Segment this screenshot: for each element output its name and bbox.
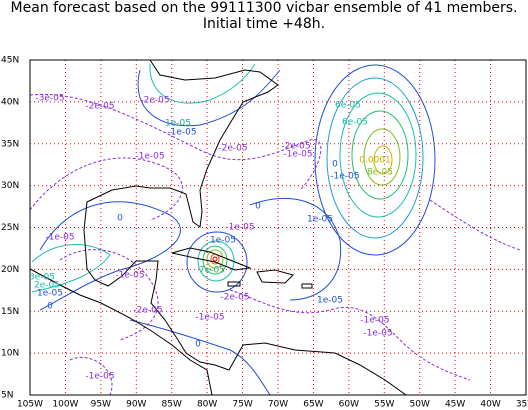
coastline (83, 59, 407, 396)
y-tick-label: 5N (1, 391, 13, 401)
contour (212, 256, 218, 262)
contour-label: -1e-05 (195, 313, 224, 323)
coastlines (29, 59, 407, 396)
x-tick-label: 75W (232, 400, 252, 410)
contour-label: 8e-05 (367, 168, 393, 178)
contour-label: 1e-05 (210, 236, 236, 246)
x-tick-label: 45W (445, 400, 465, 410)
contour (29, 157, 183, 221)
contour (197, 240, 235, 282)
contour-label: -1e-05 (283, 150, 312, 160)
contour-label: -2e-05 (140, 96, 169, 106)
x-tick-label: 80W (197, 400, 217, 410)
grid (30, 60, 526, 395)
frame (29, 59, 527, 396)
contour (149, 63, 256, 104)
contour-label: -1e-05 (85, 372, 114, 382)
contour-label: -1e-05 (115, 271, 144, 281)
contour-label: -1e-05 (45, 233, 74, 243)
coastline (301, 283, 313, 289)
contour (206, 249, 224, 269)
contour-label: -1e-05 (363, 329, 392, 339)
contour (29, 93, 322, 191)
contour (351, 110, 409, 200)
title: Mean forecast based on the 99111300 vicb… (11, 0, 518, 16)
contour (229, 289, 471, 381)
contour-label: 2e-05 (34, 281, 60, 291)
contour (326, 77, 424, 239)
contour-label: 1e-05 (165, 119, 191, 129)
x-tick-label: 100W (52, 400, 78, 410)
contour (429, 199, 521, 251)
contour (363, 128, 401, 186)
x-tick-label: 95W (91, 400, 111, 410)
x-tick-label: 50W (410, 400, 430, 410)
contour-label: -3e-05 (35, 94, 64, 104)
y-tick-label: 35N (1, 139, 19, 149)
contour-label: 1e-05 (307, 215, 333, 225)
contour-label: 0 (332, 160, 338, 170)
coastline (256, 269, 294, 284)
y-tick-label: 15N (1, 307, 19, 317)
contour (186, 231, 248, 293)
contour-label: -1e-05 (225, 223, 254, 233)
contours (29, 63, 521, 396)
contour (137, 69, 281, 127)
subtitle: Initial time +48h. (203, 16, 325, 32)
contour (314, 64, 436, 256)
x-tick-label: 55W (374, 400, 394, 410)
contour-label: 3e-05 (29, 273, 55, 283)
contour-label: -2e-05 (133, 306, 162, 316)
contour-labels: -3e-05-2e-05-2e-051e-05-1e-05-2e-05-1e-0… (29, 94, 393, 382)
contour (39, 201, 181, 311)
contour-label: -1e-05 (360, 316, 389, 326)
y-tick-label: 40N (1, 97, 19, 107)
x-tick-label: 60W (339, 400, 359, 410)
contour-label: 7e-05 (199, 266, 225, 276)
contour-label: -2e-05 (85, 102, 114, 112)
contour-label: -1e-05 (330, 172, 359, 182)
contour-label: 6e-05 (342, 118, 368, 128)
y-tick-label: 10N (1, 349, 19, 359)
x-tick-label: 105W (17, 400, 43, 410)
y-tick-label: 30N (1, 181, 19, 191)
coastline (171, 247, 252, 271)
contour-label: -2e-05 (220, 293, 249, 303)
x-tick-label: 65W (303, 400, 323, 410)
contour-label: 0 (47, 302, 53, 312)
contour-label: 0 (255, 202, 261, 212)
coastline (227, 281, 241, 287)
contour (31, 244, 111, 293)
contour-label: 0 (117, 214, 123, 224)
y-tick-label: 45N (1, 56, 19, 66)
x-tick-label: 35W (516, 400, 528, 410)
coastline (29, 268, 213, 396)
contour-label: 1e-05 (317, 296, 343, 306)
contour-label: 0 (195, 340, 201, 350)
contour (339, 92, 417, 218)
contour-label: 1e-05 (37, 289, 63, 299)
x-tick-label: 70W (268, 400, 288, 410)
contour-label: -2e-05 (281, 142, 310, 152)
y-tick-label: 25N (1, 223, 19, 233)
contour (59, 249, 159, 341)
contour (69, 356, 113, 396)
x-tick-label: 90W (126, 400, 146, 410)
contour-label: -1e-05 (135, 152, 164, 162)
y-tick-label: 20N (1, 265, 19, 275)
contour (373, 145, 393, 175)
contour-label: -2e-05 (218, 144, 247, 154)
x-tick-label: 85W (162, 400, 182, 410)
contour (249, 198, 342, 301)
contour (129, 319, 271, 396)
contour-label: 0.0001 (359, 156, 391, 166)
x-tick-label: 40W (480, 400, 500, 410)
contour-label: 6e-05 (335, 101, 361, 111)
contour-label: -1e-05 (167, 128, 196, 138)
